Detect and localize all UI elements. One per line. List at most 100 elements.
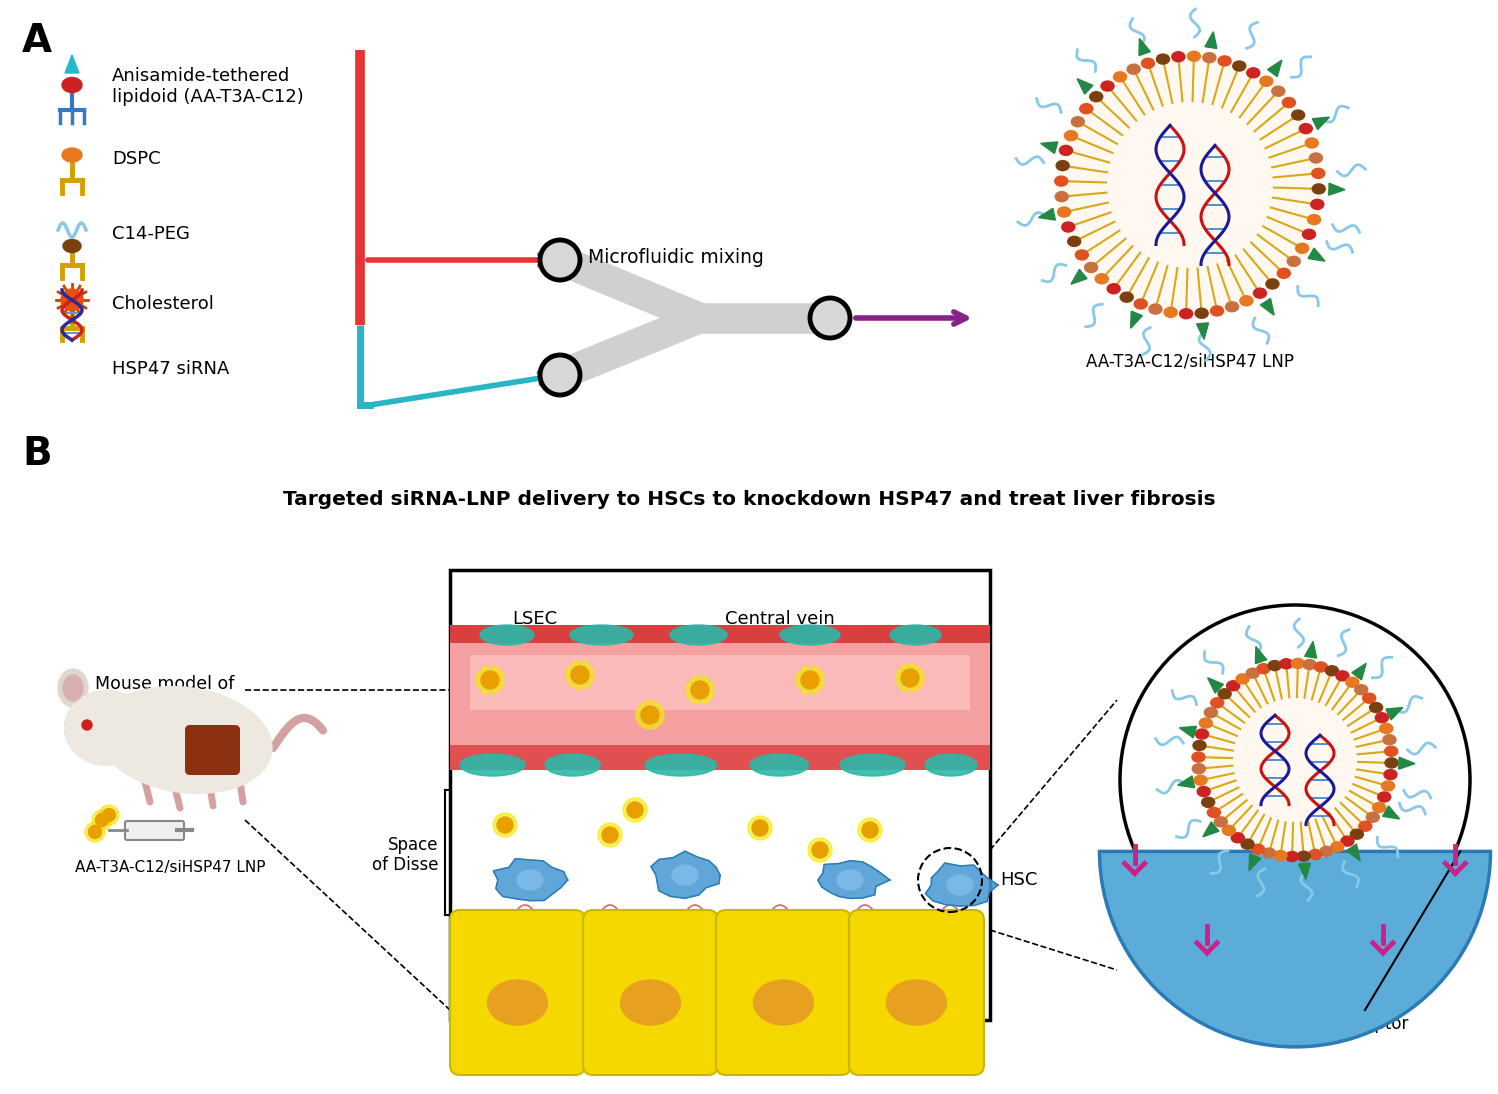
Circle shape: [481, 671, 499, 689]
Ellipse shape: [63, 675, 82, 701]
Ellipse shape: [1056, 161, 1070, 171]
Ellipse shape: [1227, 680, 1240, 690]
Circle shape: [637, 701, 664, 729]
Ellipse shape: [1297, 851, 1311, 861]
Circle shape: [99, 805, 118, 825]
Circle shape: [539, 240, 580, 280]
Circle shape: [476, 666, 503, 694]
Ellipse shape: [887, 980, 947, 1025]
Circle shape: [88, 826, 102, 838]
Ellipse shape: [1107, 283, 1121, 294]
Ellipse shape: [840, 754, 905, 776]
Ellipse shape: [1121, 292, 1132, 302]
Ellipse shape: [1171, 51, 1185, 61]
Ellipse shape: [1192, 752, 1204, 763]
Polygon shape: [1179, 726, 1197, 737]
Polygon shape: [1197, 323, 1209, 339]
Ellipse shape: [1225, 302, 1239, 312]
Circle shape: [602, 827, 619, 843]
Ellipse shape: [479, 625, 533, 645]
Ellipse shape: [1210, 698, 1224, 708]
Ellipse shape: [1059, 146, 1073, 155]
Bar: [449, 625, 990, 745]
Polygon shape: [1383, 806, 1399, 819]
FancyBboxPatch shape: [184, 725, 240, 775]
Ellipse shape: [1291, 110, 1305, 120]
Ellipse shape: [1236, 674, 1249, 684]
Circle shape: [752, 820, 768, 836]
Polygon shape: [926, 863, 998, 906]
Ellipse shape: [1188, 51, 1200, 61]
Ellipse shape: [1192, 741, 1206, 750]
Ellipse shape: [1156, 54, 1170, 65]
Ellipse shape: [1179, 309, 1192, 318]
Ellipse shape: [1201, 798, 1215, 807]
Ellipse shape: [1312, 184, 1326, 194]
Circle shape: [896, 664, 924, 693]
Circle shape: [628, 802, 643, 818]
Circle shape: [91, 810, 112, 830]
Circle shape: [801, 671, 819, 689]
Ellipse shape: [1197, 787, 1210, 796]
Ellipse shape: [1269, 661, 1281, 671]
Ellipse shape: [1354, 685, 1368, 695]
Ellipse shape: [1134, 299, 1147, 309]
Ellipse shape: [924, 754, 977, 776]
Ellipse shape: [1330, 842, 1344, 852]
Ellipse shape: [487, 980, 547, 1025]
Circle shape: [861, 822, 878, 838]
Ellipse shape: [1085, 263, 1098, 272]
Ellipse shape: [1303, 660, 1317, 670]
Polygon shape: [1177, 776, 1194, 788]
Ellipse shape: [1126, 65, 1140, 74]
Circle shape: [858, 818, 882, 842]
Polygon shape: [1399, 757, 1416, 769]
Circle shape: [795, 666, 824, 694]
Circle shape: [96, 814, 108, 826]
Ellipse shape: [64, 690, 150, 766]
FancyBboxPatch shape: [716, 910, 851, 1075]
Ellipse shape: [1266, 279, 1279, 289]
Ellipse shape: [1251, 845, 1264, 854]
FancyBboxPatch shape: [849, 910, 984, 1075]
Polygon shape: [1312, 117, 1329, 129]
Ellipse shape: [1384, 746, 1398, 756]
Text: HSP47 siRNA: HSP47 siRNA: [112, 360, 229, 379]
Polygon shape: [1249, 853, 1261, 871]
Ellipse shape: [63, 240, 81, 253]
FancyBboxPatch shape: [124, 820, 184, 840]
Ellipse shape: [1246, 68, 1260, 78]
Ellipse shape: [1309, 153, 1323, 163]
Ellipse shape: [1257, 664, 1270, 674]
Polygon shape: [1329, 183, 1345, 195]
Text: Microfluidic mixing: Microfluidic mixing: [589, 248, 764, 267]
Ellipse shape: [1076, 249, 1089, 260]
Wedge shape: [1100, 851, 1491, 1047]
Ellipse shape: [1282, 97, 1296, 107]
Ellipse shape: [1278, 268, 1290, 278]
Ellipse shape: [1345, 677, 1359, 687]
Polygon shape: [818, 861, 890, 898]
Ellipse shape: [1359, 822, 1372, 831]
FancyBboxPatch shape: [449, 570, 990, 1020]
Ellipse shape: [1311, 199, 1324, 209]
Polygon shape: [652, 851, 721, 898]
Ellipse shape: [1210, 306, 1224, 316]
Bar: [470, 655, 971, 710]
Polygon shape: [64, 55, 79, 73]
Ellipse shape: [1272, 86, 1285, 96]
Text: HSC: HSC: [1001, 871, 1038, 889]
Ellipse shape: [571, 625, 634, 645]
Ellipse shape: [460, 754, 524, 776]
Ellipse shape: [750, 754, 809, 776]
Ellipse shape: [1273, 850, 1287, 861]
Ellipse shape: [1240, 295, 1252, 306]
Ellipse shape: [890, 625, 941, 645]
Circle shape: [598, 823, 622, 847]
Ellipse shape: [1192, 764, 1206, 773]
Text: Anisamide-tethered
lipidoid (AA-T3A-C12): Anisamide-tethered lipidoid (AA-T3A-C12): [112, 67, 304, 106]
Text: B: B: [22, 435, 51, 473]
Ellipse shape: [1195, 729, 1209, 740]
Polygon shape: [1038, 208, 1056, 220]
Ellipse shape: [61, 78, 82, 93]
